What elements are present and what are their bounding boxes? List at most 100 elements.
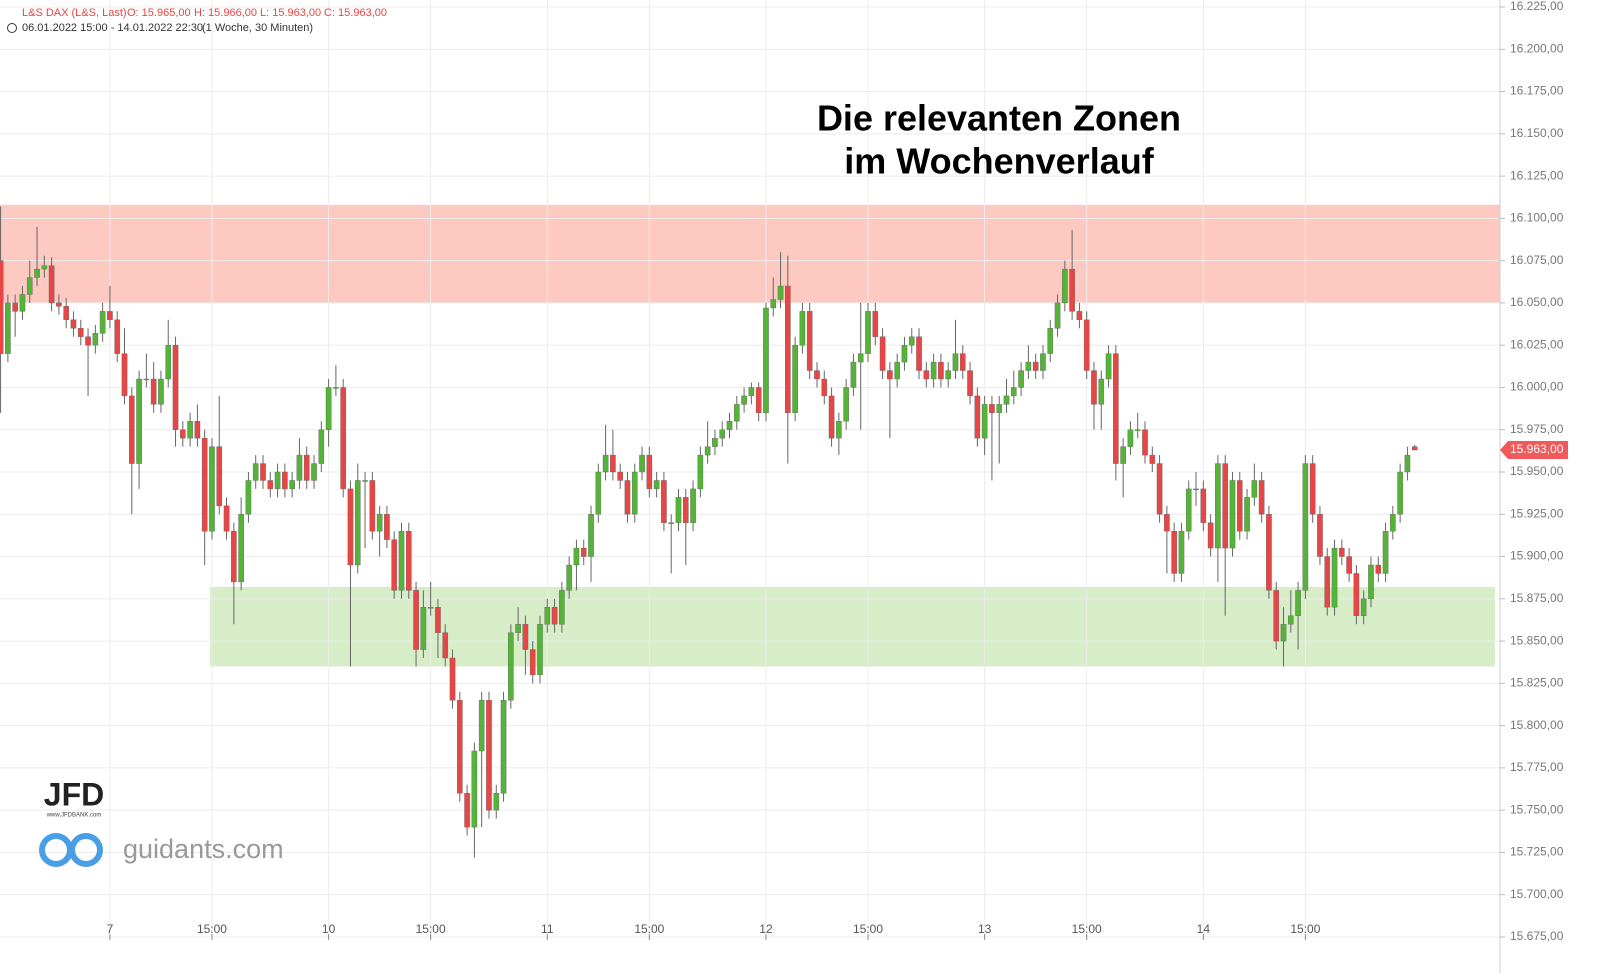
- y-tick-label: 15.725,00: [1510, 845, 1564, 859]
- candle-body: [107, 311, 113, 321]
- chart-title: Die relevanten Zonen: [817, 98, 1181, 139]
- candle-body: [1149, 454, 1156, 464]
- candle-body: [340, 387, 346, 490]
- candle-body: [821, 378, 828, 397]
- candle-body: [1339, 547, 1345, 557]
- candle-body: [1164, 514, 1170, 532]
- candle-body: [734, 404, 740, 422]
- candle-body: [260, 463, 266, 481]
- candle-body: [865, 311, 871, 354]
- y-tick-label: 15.700,00: [1510, 887, 1564, 901]
- grid: [0, 0, 1500, 938]
- candle-body: [442, 632, 449, 659]
- candle-body: [872, 311, 879, 337]
- candle-body: [617, 471, 623, 481]
- candle-body: [1266, 514, 1272, 591]
- candle-body: [668, 522, 675, 524]
- logo-guidants: guidants.com: [123, 834, 284, 864]
- ohlc-label: O: 15.965,00: [127, 7, 191, 19]
- candle-body: [1200, 488, 1207, 523]
- candle-body: [303, 454, 310, 481]
- instrument: L&S DAX (L&S, Last): [22, 7, 127, 19]
- candle-body: [245, 480, 252, 515]
- candle-body: [763, 307, 769, 414]
- candle-body: [544, 607, 551, 625]
- candle-body: [967, 370, 973, 397]
- y-tick-label: 16.200,00: [1510, 41, 1564, 55]
- y-tick-label: 16.050,00: [1510, 295, 1564, 309]
- candle-body: [1134, 429, 1141, 431]
- candle-body: [1411, 446, 1418, 451]
- logo-jfd: JFD: [44, 776, 104, 812]
- candle-body: [1295, 590, 1301, 616]
- candle-body: [296, 454, 303, 481]
- candle-body: [1368, 564, 1374, 600]
- candle-body: [1003, 395, 1010, 405]
- candle-body: [777, 285, 784, 300]
- candle-body: [136, 378, 142, 464]
- candle-body: [529, 649, 536, 676]
- candle-body: [901, 344, 908, 363]
- y-tick-label: 15.750,00: [1510, 802, 1564, 816]
- chart-title: im Wochenverlauf: [844, 141, 1154, 182]
- candle-body: [398, 530, 405, 591]
- x-tick-label: 15:00: [634, 922, 664, 936]
- candle-body: [99, 311, 106, 334]
- candle-body: [12, 302, 18, 312]
- candle-body: [1156, 463, 1163, 515]
- candle-body: [486, 700, 492, 811]
- candle-body: [1324, 556, 1331, 608]
- x-tick-label: 7: [107, 922, 114, 936]
- candle-body: [63, 306, 69, 321]
- candle-body: [1032, 361, 1039, 371]
- period: 06.01.2022 15:00 - 14.01.2022 22:30: [22, 22, 203, 34]
- candle-body: [209, 446, 215, 532]
- candle-body: [1382, 530, 1389, 574]
- candle-body: [551, 607, 558, 625]
- candle-body: [785, 285, 791, 414]
- candle-body: [748, 387, 755, 397]
- candle-body: [1207, 522, 1214, 549]
- candle-body: [1120, 446, 1126, 464]
- candle-body: [814, 370, 820, 380]
- candle-body: [631, 471, 638, 515]
- candle-body: [1309, 463, 1316, 515]
- candle-body: [92, 333, 99, 346]
- candle-body: [908, 336, 915, 346]
- candle-body: [1273, 590, 1280, 642]
- candle-body: [1353, 573, 1360, 616]
- y-tick-label: 15.975,00: [1510, 422, 1564, 436]
- candle-body: [114, 319, 121, 354]
- x-tick-label: 14: [1197, 922, 1211, 936]
- candle-body: [180, 429, 186, 439]
- candle-body: [56, 302, 62, 307]
- candle-body: [449, 657, 456, 701]
- candle-body: [121, 353, 128, 397]
- interval: (1 Woche, 30 Minuten): [202, 22, 313, 34]
- candle-body: [216, 446, 223, 507]
- candle-body: [661, 480, 667, 523]
- candle-body: [165, 344, 172, 380]
- candle-body: [610, 454, 616, 473]
- candle-body: [566, 564, 572, 591]
- candle-body: [887, 370, 893, 380]
- candle-body: [369, 480, 376, 532]
- candle-body: [77, 328, 84, 337]
- candle-body: [1229, 480, 1236, 549]
- candle-body: [478, 700, 485, 752]
- last-price-label: 15.963,00: [1510, 442, 1564, 456]
- candle-body: [457, 700, 463, 794]
- x-tick-label: 11: [541, 922, 554, 936]
- candle-body: [843, 387, 849, 422]
- candle-body: [1397, 471, 1403, 515]
- candle-body: [1193, 488, 1199, 491]
- zone: [0, 204, 1500, 303]
- candle-body: [26, 277, 33, 295]
- candle-body: [1244, 497, 1250, 532]
- candle-body: [588, 514, 594, 557]
- candle-body: [836, 421, 842, 439]
- candle-body: [879, 336, 886, 371]
- candle-body: [325, 387, 332, 430]
- candle-body: [1113, 353, 1119, 464]
